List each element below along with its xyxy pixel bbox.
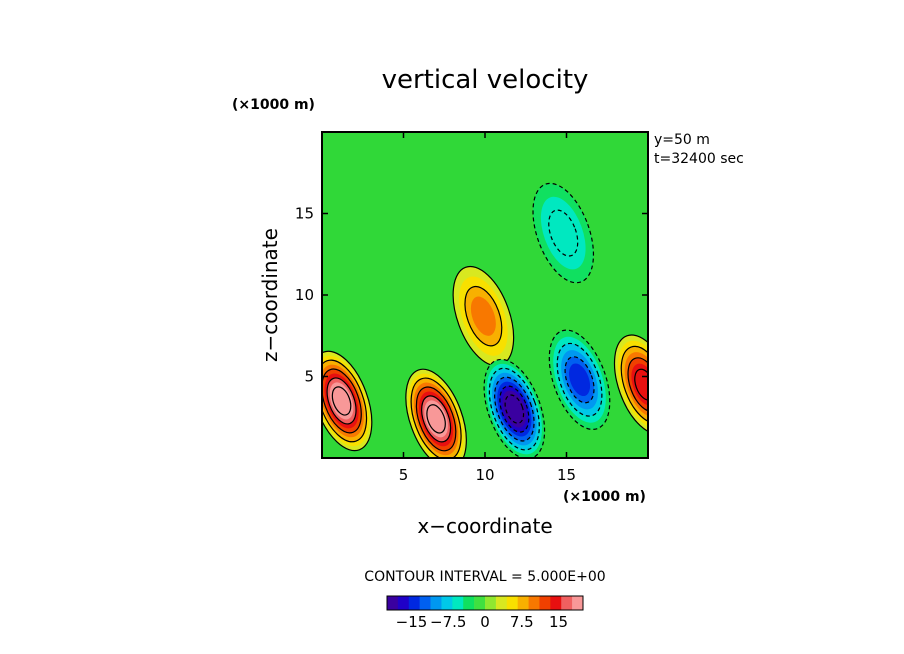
velocity-cell-3 [452,265,515,367]
colorbar-ticks: −15 −7.5 0 7.5 15 [396,613,568,631]
colorbar-swatch [561,596,573,610]
colorbar-swatch [397,596,410,610]
colorbar-tick-label: 7.5 [510,613,534,631]
velocity-cell-5 [548,329,611,431]
velocity-cell-0 [322,350,373,452]
contour-level [548,209,579,257]
annotation-time: t=32400 sec [654,151,744,167]
velocity-cell-6 [532,182,595,284]
colorbar-swatch [452,596,464,610]
contour-level [634,368,648,401]
y-tick-label: 15 [295,205,314,223]
plot-area [322,132,648,458]
velocity-cell-2 [613,334,648,435]
colorbar-swatch [528,596,540,610]
x-axis-ticks: 5 10 15 [399,132,576,484]
colorbar-swatch [419,596,431,610]
x-tick-label: 5 [399,466,409,484]
colorbar-swatch [485,596,497,610]
contour-interval-label: CONTOUR INTERVAL = 5.000E+00 [364,569,605,585]
velocity-cell-1 [405,368,467,458]
contour-level [504,394,525,424]
x-tick-label: 10 [475,466,494,484]
colorbar [386,595,584,611]
colorbar-swatch [517,596,529,610]
y-unit-label: (×1000 m) [232,97,315,113]
annotation-y-position: y=50 m [654,132,710,148]
contour-level [331,386,352,416]
colorbar-swatch [408,596,420,610]
colorbar-tick-label: −7.5 [430,613,466,631]
velocity-cell-4 [483,358,546,458]
colorbar-tick-label: 0 [480,613,490,631]
colorbar-tick-label: 15 [549,613,568,631]
colorbar-swatch [506,596,518,610]
contour-level [470,296,496,336]
colorbar-swatch [463,596,475,610]
x-axis-label: x−coordinate [417,514,552,538]
colorbar-swatch [474,596,486,610]
colorbar-tick-label: −15 [396,613,428,631]
colorbar-frame [386,595,584,611]
colorbar-swatch [495,596,508,610]
y-axis-ticks: 5 10 15 [295,205,648,386]
y-axis-label: z−coordinate [258,228,282,362]
chart-title: vertical velocity [382,65,589,95]
contour-level [569,363,591,397]
y-tick-label: 5 [304,368,314,386]
colorbar-swatch [387,596,399,610]
velocity-field [322,182,648,458]
y-tick-label: 10 [295,286,314,304]
x-tick-label: 15 [557,466,576,484]
colorbar-swatch [550,596,562,610]
x-unit-label: (×1000 m) [563,489,646,505]
colorbar-swatch [539,596,551,610]
colorbar-swatch [430,596,442,610]
contour-level [426,404,446,434]
colorbar-swatch [441,596,453,610]
colorbar-swatch [572,596,584,610]
